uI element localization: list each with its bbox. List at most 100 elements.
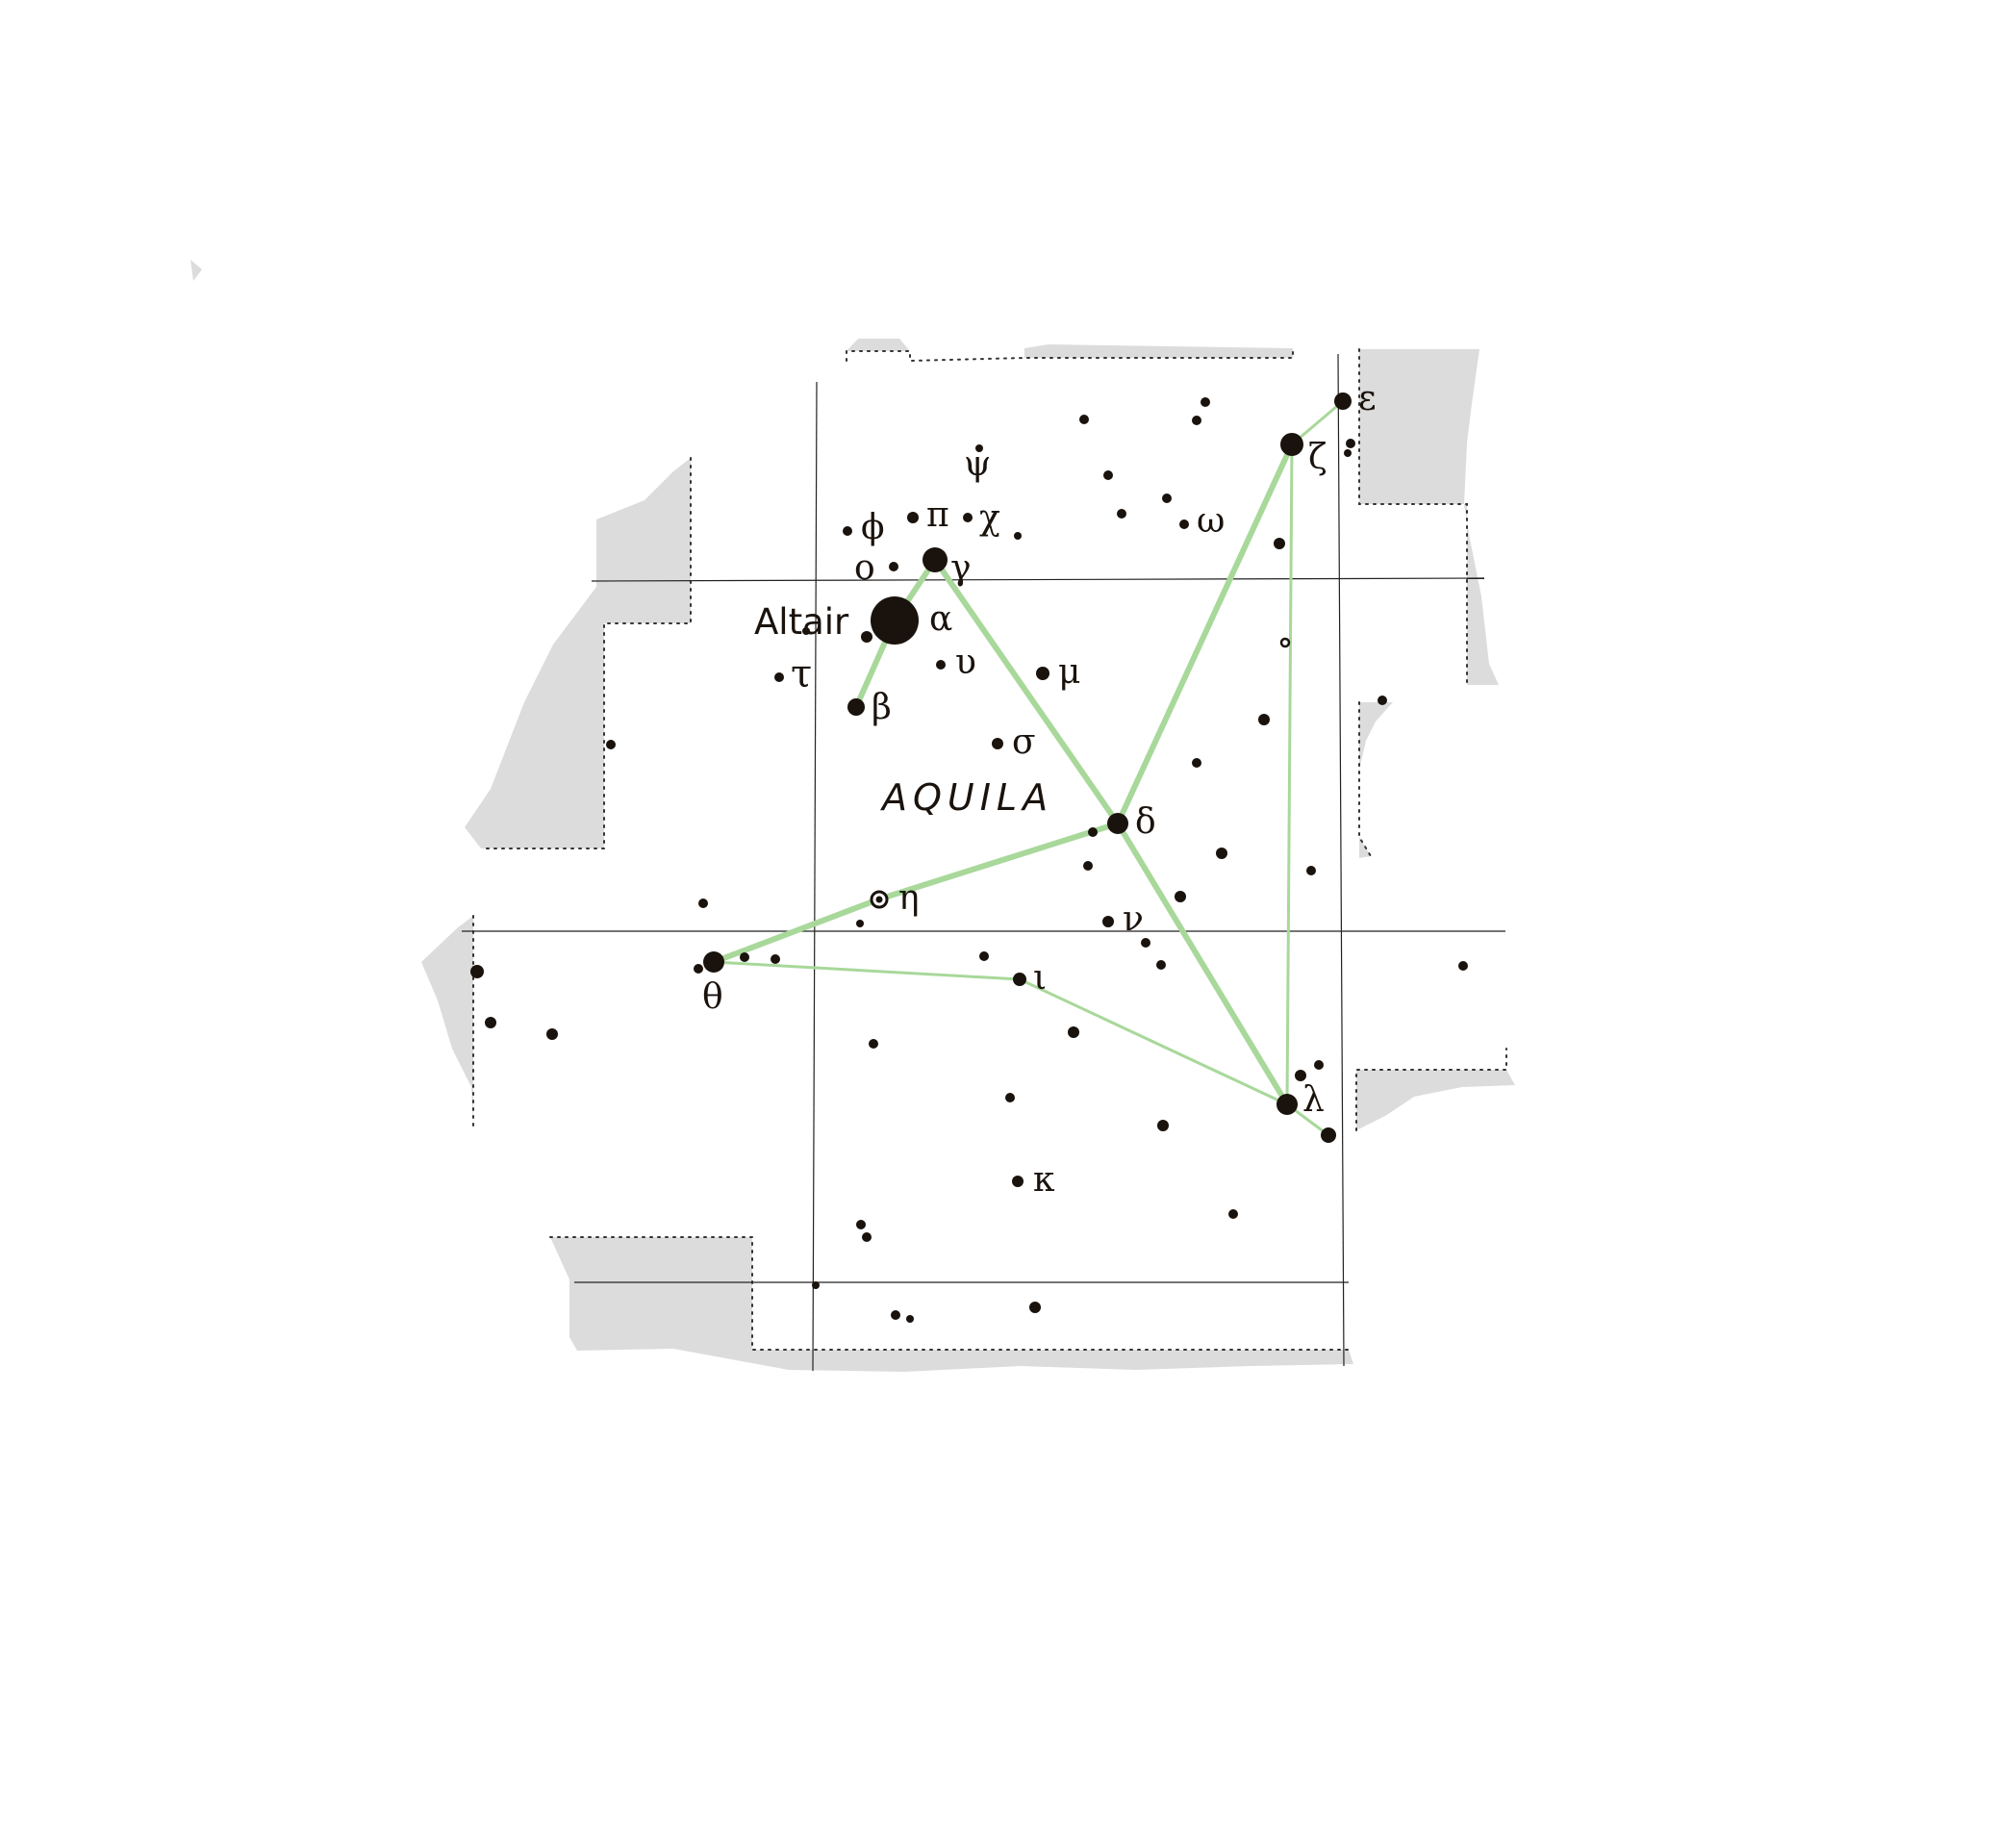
field-star: [1156, 960, 1166, 970]
field-star: [1141, 938, 1150, 948]
field-star: [1117, 509, 1126, 519]
neighbor-region-corner-mark: [190, 260, 202, 281]
field-star: [1216, 848, 1227, 859]
label-phi: ϕ: [861, 508, 885, 547]
label-iota: ι: [1033, 958, 1047, 998]
label-upsilon: υ: [955, 643, 976, 682]
neighbor-regions: [190, 260, 1515, 1372]
neighbor-region-north-a: [847, 339, 910, 351]
field-star: [979, 951, 989, 961]
field-star: [1079, 415, 1089, 424]
label-tau: τ: [791, 652, 812, 696]
field-star: [1005, 1093, 1015, 1102]
label-omega: ω: [1197, 501, 1225, 541]
star-kappa[interactable]: [1012, 1176, 1024, 1187]
field-star: [812, 1281, 820, 1289]
field-star: [891, 1310, 900, 1320]
neighbor-region-north-b: [1024, 344, 1293, 358]
label-pi: π: [926, 495, 949, 535]
neighbor-region-southwest: [421, 916, 473, 1126]
star-variable-open[interactable]: [1281, 639, 1289, 646]
field-star: [869, 1039, 878, 1049]
field-star: [1014, 532, 1022, 540]
label-theta: θ: [702, 977, 723, 1017]
field-star: [485, 1017, 496, 1028]
field-star: [1192, 416, 1201, 425]
label-psi: ψ: [964, 444, 991, 484]
label-kappa: κ: [1033, 1160, 1055, 1200]
neighbor-region-south: [550, 1237, 1353, 1372]
constellation-figure: [714, 401, 1343, 1135]
neighbor-region-southeast: [1356, 1070, 1515, 1130]
star-pi[interactable]: [907, 512, 919, 523]
label-mu: μ: [1058, 652, 1080, 692]
star-tau[interactable]: [774, 672, 784, 682]
star-omega[interactable]: [1179, 519, 1189, 529]
field-star: [740, 952, 749, 962]
star-upsilon[interactable]: [936, 660, 946, 670]
neighbor-region-northeast: [1359, 349, 1499, 685]
label-altair: Altair: [754, 601, 849, 643]
star-delta[interactable]: [1107, 813, 1128, 834]
field-star: [1314, 1060, 1324, 1070]
field-star: [606, 740, 616, 749]
star-nu[interactable]: [1102, 916, 1114, 927]
star-epsilon[interactable]: [1334, 392, 1352, 410]
grid-ra-line-1: [813, 382, 817, 1371]
field-star: [1344, 449, 1352, 457]
label-gamma: γ: [950, 548, 972, 588]
field-star: [1274, 538, 1285, 549]
field-star: [771, 954, 780, 964]
star-iota[interactable]: [1013, 973, 1026, 986]
field-star: [546, 1028, 558, 1040]
star-zeta[interactable]: [1280, 433, 1303, 456]
field-star: [470, 965, 484, 978]
star-alpha-altair[interactable]: [871, 596, 919, 645]
field-star: [1201, 397, 1210, 407]
field-star: [856, 920, 864, 927]
label-epsilon: ε: [1358, 379, 1377, 418]
star-eta-variable[interactable]: [872, 892, 887, 907]
star-gamma[interactable]: [923, 547, 948, 572]
label-zeta: ζ: [1308, 438, 1327, 477]
star-beta[interactable]: [847, 698, 865, 716]
field-star: [1068, 1026, 1079, 1038]
label-alpha: α: [929, 599, 952, 639]
star-sigma[interactable]: [992, 738, 1003, 749]
field-star: [1103, 470, 1113, 480]
field-star: [856, 1220, 866, 1229]
figure-line-zeta-lambda: [1287, 444, 1292, 1104]
star-phi[interactable]: [843, 526, 852, 536]
constellation-name: AQUILA: [879, 776, 1053, 819]
field-star: [1458, 961, 1468, 971]
field-star: [1162, 494, 1172, 503]
field-star: [906, 1315, 914, 1323]
field-star: [861, 631, 872, 643]
field-star: [1378, 696, 1387, 705]
field-star: [1192, 758, 1201, 768]
field-star: [1258, 714, 1270, 725]
field-star: [862, 1232, 872, 1242]
field-star: [1346, 439, 1355, 448]
star-theta[interactable]: [703, 951, 724, 973]
field-star: [1157, 1120, 1169, 1131]
field-star: [1088, 827, 1098, 837]
label-lambda: λ: [1302, 1080, 1325, 1120]
figure-line-theta-iota: [714, 962, 1020, 979]
grid-ra-line-2: [1338, 354, 1344, 1366]
star-omicron[interactable]: [889, 562, 898, 571]
neighbor-region-east-notch: [1359, 702, 1393, 770]
field-star: [1029, 1302, 1041, 1313]
star-mu[interactable]: [1036, 667, 1049, 680]
field-star: [1321, 1127, 1336, 1143]
field-star: [1083, 861, 1093, 871]
field-star: [698, 899, 708, 908]
star-lambda[interactable]: [1277, 1094, 1298, 1115]
star-chi[interactable]: [963, 513, 973, 522]
label-nu: ν: [1123, 899, 1144, 939]
field-star: [1306, 866, 1316, 875]
label-omicron: ο: [854, 548, 875, 588]
star-labels: Altair α γ β δ ε ζ η θ ι κ λ μ ν ο π σ τ…: [702, 379, 1377, 1200]
label-delta: δ: [1135, 802, 1156, 842]
field-star: [694, 964, 703, 974]
